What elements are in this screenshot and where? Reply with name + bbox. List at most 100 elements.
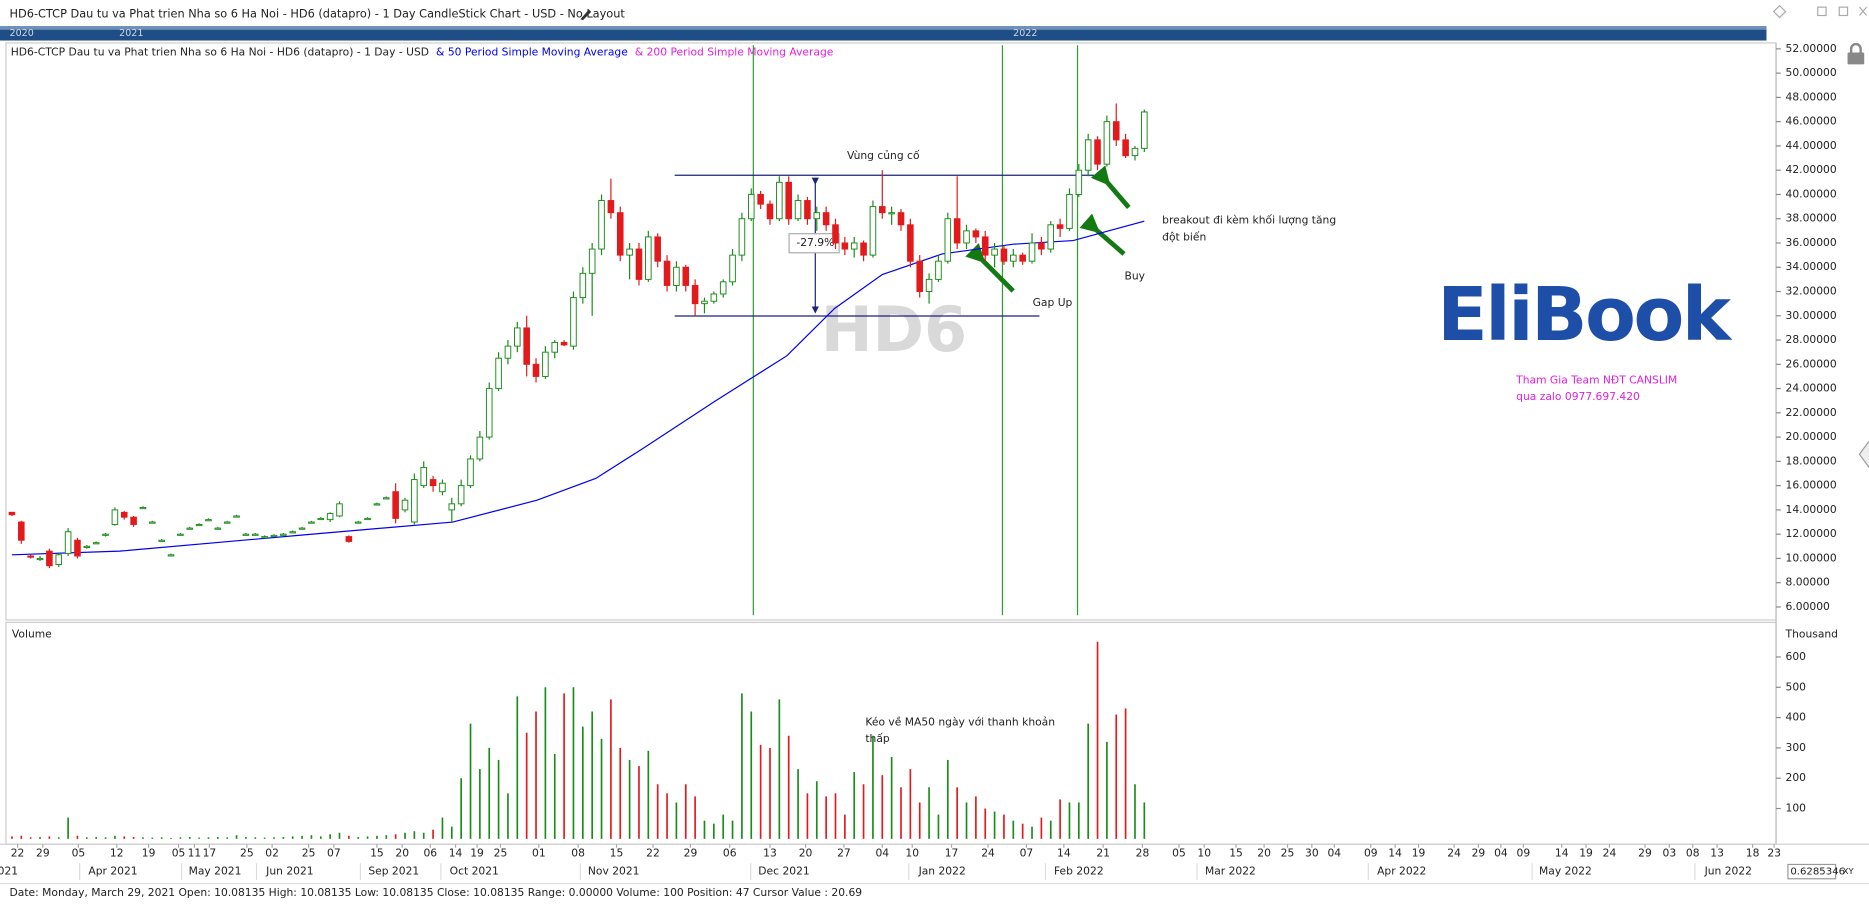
month-label: Jan 2022 (918, 865, 966, 878)
x-tick-label: 25 (240, 847, 254, 860)
x-tick-label: 17 (203, 847, 217, 860)
candle-body (373, 503, 381, 506)
month-label: May 2022 (1539, 865, 1592, 878)
window-title: HD6-CTCP Dau tu va Phat trien Nha so 6 H… (10, 6, 626, 20)
candle-body (551, 341, 559, 353)
y-tick-label: 200 (1786, 771, 1807, 784)
candle-body (832, 224, 839, 244)
side-toggle[interactable] (1858, 440, 1869, 468)
annotation: Vùng củng cố (847, 149, 920, 162)
candle-body (298, 527, 306, 530)
annotation: -27.9% (796, 236, 834, 249)
candle-body (879, 206, 886, 214)
y-tick-label: 300 (1786, 741, 1807, 754)
y-tick-label: 36.00000 (1786, 236, 1837, 249)
measure-box (788, 233, 840, 254)
candle-body (785, 181, 792, 220)
x-tick-label: 04 (1327, 847, 1341, 860)
x-tick-label: 25 (1281, 847, 1295, 860)
y-tick-label: 38.00000 (1786, 212, 1837, 225)
candle-body (27, 555, 34, 558)
x-tick-label: 22 (11, 847, 25, 860)
y-tick-label: 52.00000 (1786, 42, 1837, 55)
x-tick-label: 09 (1364, 847, 1378, 860)
candle-body (167, 554, 175, 557)
candle-body (317, 517, 325, 521)
y-tick-label: 600 (1786, 650, 1807, 663)
x-tick-label: 14 (1388, 847, 1402, 860)
x-tick-label: 30 (1305, 847, 1319, 860)
y-tick-label: 100 (1786, 802, 1807, 815)
candle-body (916, 260, 924, 292)
x-tick-label: 20 (799, 847, 813, 860)
candle-body (523, 327, 530, 365)
x-tick-label: 24 (1603, 847, 1617, 860)
navigator-label: 2020 (10, 28, 34, 39)
lock-icon[interactable] (1847, 52, 1865, 65)
xy-button[interactable]: XY (1843, 866, 1855, 876)
annotation: thấp (865, 732, 890, 745)
x-tick-label: 19 (470, 847, 484, 860)
y-tick-label: 14.00000 (1786, 503, 1837, 516)
edit-icon[interactable] (580, 9, 592, 21)
candle-body (429, 479, 437, 487)
candle-body (1010, 254, 1017, 262)
y-tick-label: 50.00000 (1786, 66, 1837, 79)
x-tick-label: 05 (1172, 847, 1186, 860)
candle-body (991, 248, 998, 256)
x-tick-label: 07 (1020, 847, 1034, 860)
candle-body (149, 521, 156, 524)
candle-body (364, 517, 371, 521)
candle-body (701, 300, 708, 305)
candle-body (326, 513, 334, 521)
navigator-track (0, 26, 1767, 30)
x-tick-label: 27 (837, 847, 851, 860)
x-tick-label: 15 (1229, 847, 1243, 860)
candle-body (813, 212, 821, 220)
candle-body (439, 482, 446, 493)
x-tick-label: 06 (723, 847, 737, 860)
x-tick-label: 22 (646, 847, 660, 860)
x-tick-label: 29 (1638, 847, 1652, 860)
status-bar: Date: Monday, March 29, 2021 Open: 10.08… (10, 886, 863, 899)
candle-body (186, 527, 194, 530)
month-label: Jun 2022 (1704, 865, 1752, 878)
x-tick-label: 04 (1494, 847, 1508, 860)
x-tick-label: 02 (265, 847, 279, 860)
candle-body (448, 503, 456, 511)
logo: EliBook (1437, 272, 1733, 358)
x-tick-label: 17 (945, 847, 959, 860)
candle-body (354, 521, 362, 524)
candle-body (953, 218, 961, 244)
candle-body (336, 503, 343, 517)
x-tick-label: 29 (36, 847, 50, 860)
legend: HD6-CTCP Dau tu va Phat trien Nha so 6 H… (11, 45, 834, 58)
candle-body (804, 200, 811, 220)
x-tick-label: 29 (684, 847, 698, 860)
x-tick-label: 06 (423, 847, 437, 860)
x-tick-label: 23 (1767, 847, 1781, 860)
x-tick-label: 07 (327, 847, 341, 860)
x-tick-label: 08 (1686, 847, 1700, 860)
x-tick-label: 10 (905, 847, 919, 860)
x-tick-label: 19 (1579, 847, 1593, 860)
y-tick-label: 16.00000 (1786, 479, 1837, 492)
window-buttons[interactable] (1772, 4, 1868, 19)
candle-body (719, 281, 727, 295)
annotation: Kéo về MA50 ngày với thanh khoản (865, 716, 1055, 729)
candle-body (308, 521, 315, 524)
x-tick-label: 25 (302, 847, 316, 860)
candle-body (635, 248, 643, 280)
candle-body (214, 527, 222, 530)
candle-body (542, 351, 549, 377)
candle-body (888, 212, 895, 215)
green-arrows (965, 165, 1131, 293)
candle-body (841, 242, 849, 250)
candle-body (616, 212, 624, 256)
x-tick-label: 03 (1663, 847, 1677, 860)
candle-body (514, 327, 521, 347)
x-tick-label: 13 (1710, 847, 1724, 860)
x-tick-label: 08 (571, 847, 585, 860)
candle-body (907, 224, 914, 262)
candle-body (588, 248, 596, 274)
